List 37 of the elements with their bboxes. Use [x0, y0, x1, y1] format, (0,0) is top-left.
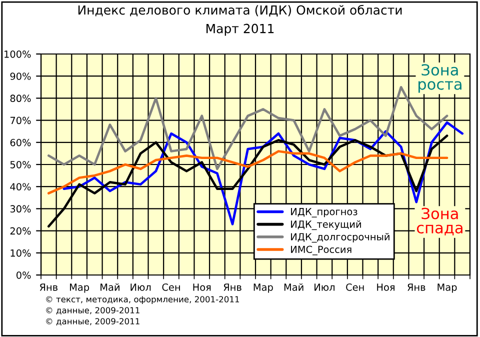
- text: © данные, 2009-2011: [46, 318, 140, 326]
- legend-label: ИДК_текущий: [291, 220, 361, 230]
- x-tick-label: Июл: [314, 284, 334, 291]
- y-tick-label: 60%: [10, 138, 31, 146]
- legend-label: ИМС_Россия: [291, 246, 352, 256]
- text: © данные, 2009-2011: [46, 307, 140, 314]
- annotation: Зона спада: [416, 208, 462, 236]
- x-tick-label: Июл: [130, 284, 151, 291]
- line-series: [47, 150, 448, 194]
- x-tick-label: Май: [284, 283, 304, 291]
- y-tick-label: 50%: [10, 160, 31, 168]
- x-tick-label: Сен: [346, 284, 364, 291]
- x-tick-label: Мар: [70, 284, 90, 293]
- y-tick-label: 90%: [10, 72, 31, 80]
- y-tick-label: 10%: [10, 249, 31, 257]
- chart-subtitle: Март 2011: [206, 24, 274, 36]
- text: © текст, методика, оформление, 2001-2011: [46, 296, 240, 304]
- y-tick-label: 70%: [10, 116, 31, 124]
- y-tick-label: 80%: [10, 94, 31, 102]
- y-tick-label: 100%: [4, 50, 31, 58]
- x-tick-label: Янв: [408, 284, 426, 291]
- x-tick-label: Ноя: [377, 284, 394, 291]
- y-tick-label: 20%: [10, 227, 31, 235]
- y-tick-label: 40%: [10, 183, 31, 190]
- x-tick-label: Янв: [40, 284, 58, 291]
- legend-label: ИДК_долгосрочный: [291, 232, 390, 243]
- x-tick-label: Ноя: [193, 284, 211, 291]
- x-tick-label: Янв: [224, 284, 242, 291]
- x-tick-label: Мар: [254, 284, 273, 293]
- x-tick-label: Сен: [162, 284, 180, 291]
- y-tick-label: 30%: [10, 205, 31, 213]
- chart-title: Индекс делового климата (ИДК) Омской области: [78, 4, 402, 17]
- legend-label: ИДК_прогноз: [291, 208, 358, 218]
- annotation: Зона роста: [418, 64, 462, 93]
- y-tick-label: 0%: [16, 271, 31, 279]
- x-tick-label: Май: [100, 283, 120, 291]
- x-tick-label: Мар: [438, 284, 457, 293]
